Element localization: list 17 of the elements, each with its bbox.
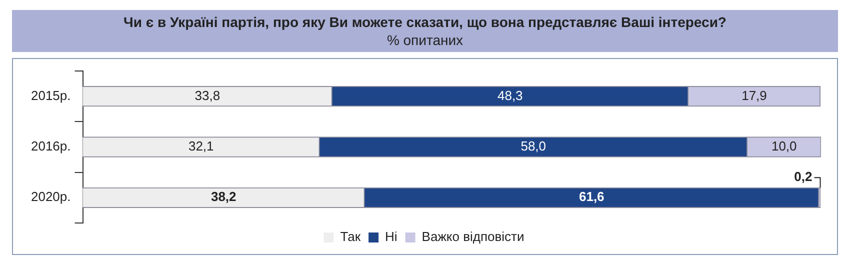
legend-label: Ні xyxy=(385,229,398,244)
data-label: 10,0 xyxy=(771,138,797,154)
data-label: 17,9 xyxy=(742,88,767,103)
data-label: 48,3 xyxy=(497,88,523,103)
data-label: 0,2 xyxy=(794,169,812,184)
y-tick-label: 2020р. xyxy=(30,189,71,204)
data-label: 33,8 xyxy=(194,88,220,103)
data-label: 61,6 xyxy=(578,189,604,204)
legend-label: Так xyxy=(340,229,361,244)
chart-subtitle: % опитаних xyxy=(386,31,464,49)
y-tick-label: 2015р. xyxy=(30,88,71,103)
data-label: 32,1 xyxy=(188,138,214,154)
legend-label: Важко відповісти xyxy=(422,229,524,244)
y-tick-label: 2016р. xyxy=(30,138,71,154)
chart-title: Чи є в Україні партія, про яку Ви можете сказати, що вона представляє Ваші інтереси? xyxy=(122,13,728,31)
data-label: 58,0 xyxy=(520,138,546,154)
data-label: 38,2 xyxy=(210,189,236,204)
